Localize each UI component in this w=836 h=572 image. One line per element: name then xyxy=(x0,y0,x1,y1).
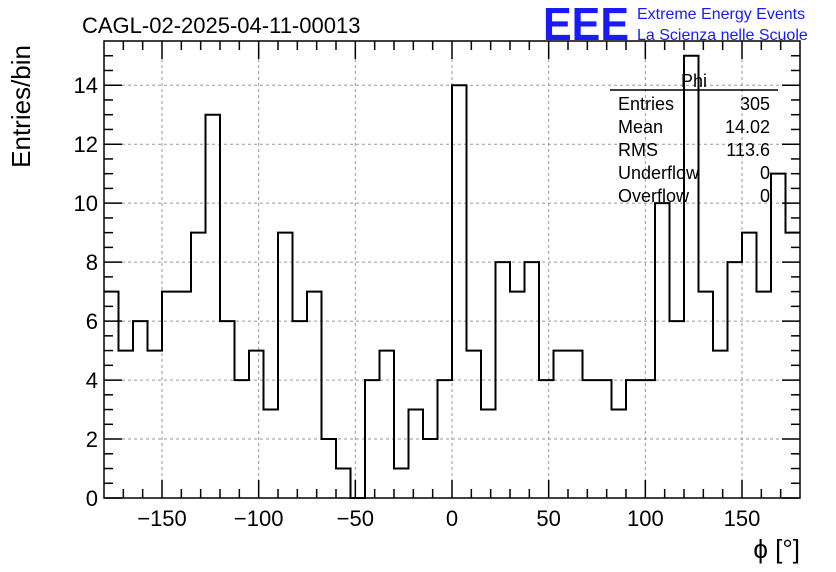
histogram-bin xyxy=(481,410,496,498)
y-tick-label: 10 xyxy=(74,191,98,216)
y-axis-title: Entries/bin xyxy=(6,45,36,168)
x-tick-label: 150 xyxy=(724,506,761,531)
histogram-bin xyxy=(568,351,583,498)
y-tick-labels: 0 2 4 6 8 10 12 14 xyxy=(74,73,98,511)
histogram-bin xyxy=(148,351,163,498)
x-tick-label: 100 xyxy=(627,506,664,531)
histogram-bin xyxy=(438,380,453,498)
histogram-bin xyxy=(293,321,308,498)
histogram-bin xyxy=(728,262,743,498)
histogram-bin xyxy=(684,56,699,498)
histogram-bin xyxy=(409,410,424,498)
y-tick-label: 8 xyxy=(86,250,98,275)
x-tick-label: 50 xyxy=(536,506,560,531)
histogram-bin xyxy=(583,380,598,498)
stats-row-value: 0 xyxy=(760,186,770,206)
histogram-bin xyxy=(264,410,279,498)
x-tick-labels: −150 −100 −50 0 50 100 150 xyxy=(137,506,760,531)
y-tick-label: 0 xyxy=(86,486,98,511)
histogram-bin xyxy=(496,262,511,498)
stats-row-value: 113.6 xyxy=(726,140,770,160)
stats-row-label: Entries xyxy=(618,94,674,114)
histogram-bin xyxy=(133,321,148,498)
histogram-bin xyxy=(539,380,554,498)
histogram-bin xyxy=(191,233,206,498)
stats-row-label: Underflow xyxy=(618,163,700,183)
histogram-bin xyxy=(626,380,641,498)
histogram-bin xyxy=(380,351,395,498)
histogram-bin xyxy=(249,351,264,498)
stats-row-value: 305 xyxy=(740,94,770,114)
histogram-bin xyxy=(235,380,250,498)
logo-mark: EEE xyxy=(543,0,629,50)
x-tick-label: −100 xyxy=(234,506,284,531)
histogram-bin xyxy=(742,233,757,498)
histogram-bin xyxy=(699,292,714,498)
histogram-bin xyxy=(278,233,293,498)
x-tick-label: −50 xyxy=(337,506,374,531)
stats-row-label: Mean xyxy=(618,117,663,137)
stats-rows: Entries 305 Mean 14.02 RMS 113.6 Underflow 0 Ove… xyxy=(618,94,770,206)
histogram-bin xyxy=(771,174,786,498)
stats-row-value: 0 xyxy=(760,163,770,183)
histogram-bin xyxy=(452,85,467,498)
histogram-bin xyxy=(336,469,351,498)
y-tick-label: 6 xyxy=(86,309,98,334)
histogram-bin xyxy=(119,351,134,498)
y-tick-label: 14 xyxy=(74,73,98,98)
histogram-bin xyxy=(612,410,627,498)
histogram-bin xyxy=(220,321,235,498)
y-tick-label: 2 xyxy=(86,427,98,452)
logo-line-1: Extreme Energy Events xyxy=(637,6,805,23)
stats-box: Phi Entries 305 Mean 14.02 RMS 113.6 Underflow… xyxy=(610,71,778,206)
stats-box-name: Phi xyxy=(681,71,707,91)
stats-row-label: RMS xyxy=(618,140,658,160)
eee-logo: EEE Extreme Energy Events La Scienza nel… xyxy=(543,0,808,50)
histogram-bin xyxy=(206,115,221,498)
histogram-outline xyxy=(104,54,800,499)
histogram-bin xyxy=(525,262,540,498)
histogram-bin xyxy=(322,439,337,498)
x-tick-label: −150 xyxy=(137,506,187,531)
histogram-bin xyxy=(757,292,772,498)
histogram-bin xyxy=(423,439,438,498)
chart-title: CAGL-02-2025-04-11-00013 xyxy=(82,13,360,38)
x-axis-title: ϕ [°] xyxy=(753,534,800,564)
histogram-bars xyxy=(104,54,800,499)
stats-row-value: 14.02 xyxy=(725,117,770,137)
histogram-bin xyxy=(467,351,482,498)
y-tick-label: 12 xyxy=(74,132,98,157)
histogram-bin xyxy=(597,380,612,498)
histogram-bin xyxy=(365,380,380,498)
histogram-bin xyxy=(307,292,322,498)
stats-row-label: Overflow xyxy=(618,186,690,206)
y-tick-label: 4 xyxy=(86,368,98,393)
logo-line-2: La Scienza nelle Scuole xyxy=(637,27,808,44)
histogram-bin xyxy=(713,351,728,498)
histogram-bin xyxy=(655,203,670,498)
histogram-bin xyxy=(641,380,656,498)
histogram-bin xyxy=(177,292,192,498)
histogram-bin xyxy=(670,321,685,498)
histogram-bin xyxy=(510,292,525,498)
axis-ticks xyxy=(104,41,800,499)
histogram-bin xyxy=(162,292,177,498)
histogram-bin xyxy=(554,351,569,498)
x-tick-label: 0 xyxy=(446,506,458,531)
histogram-bin xyxy=(394,469,409,498)
